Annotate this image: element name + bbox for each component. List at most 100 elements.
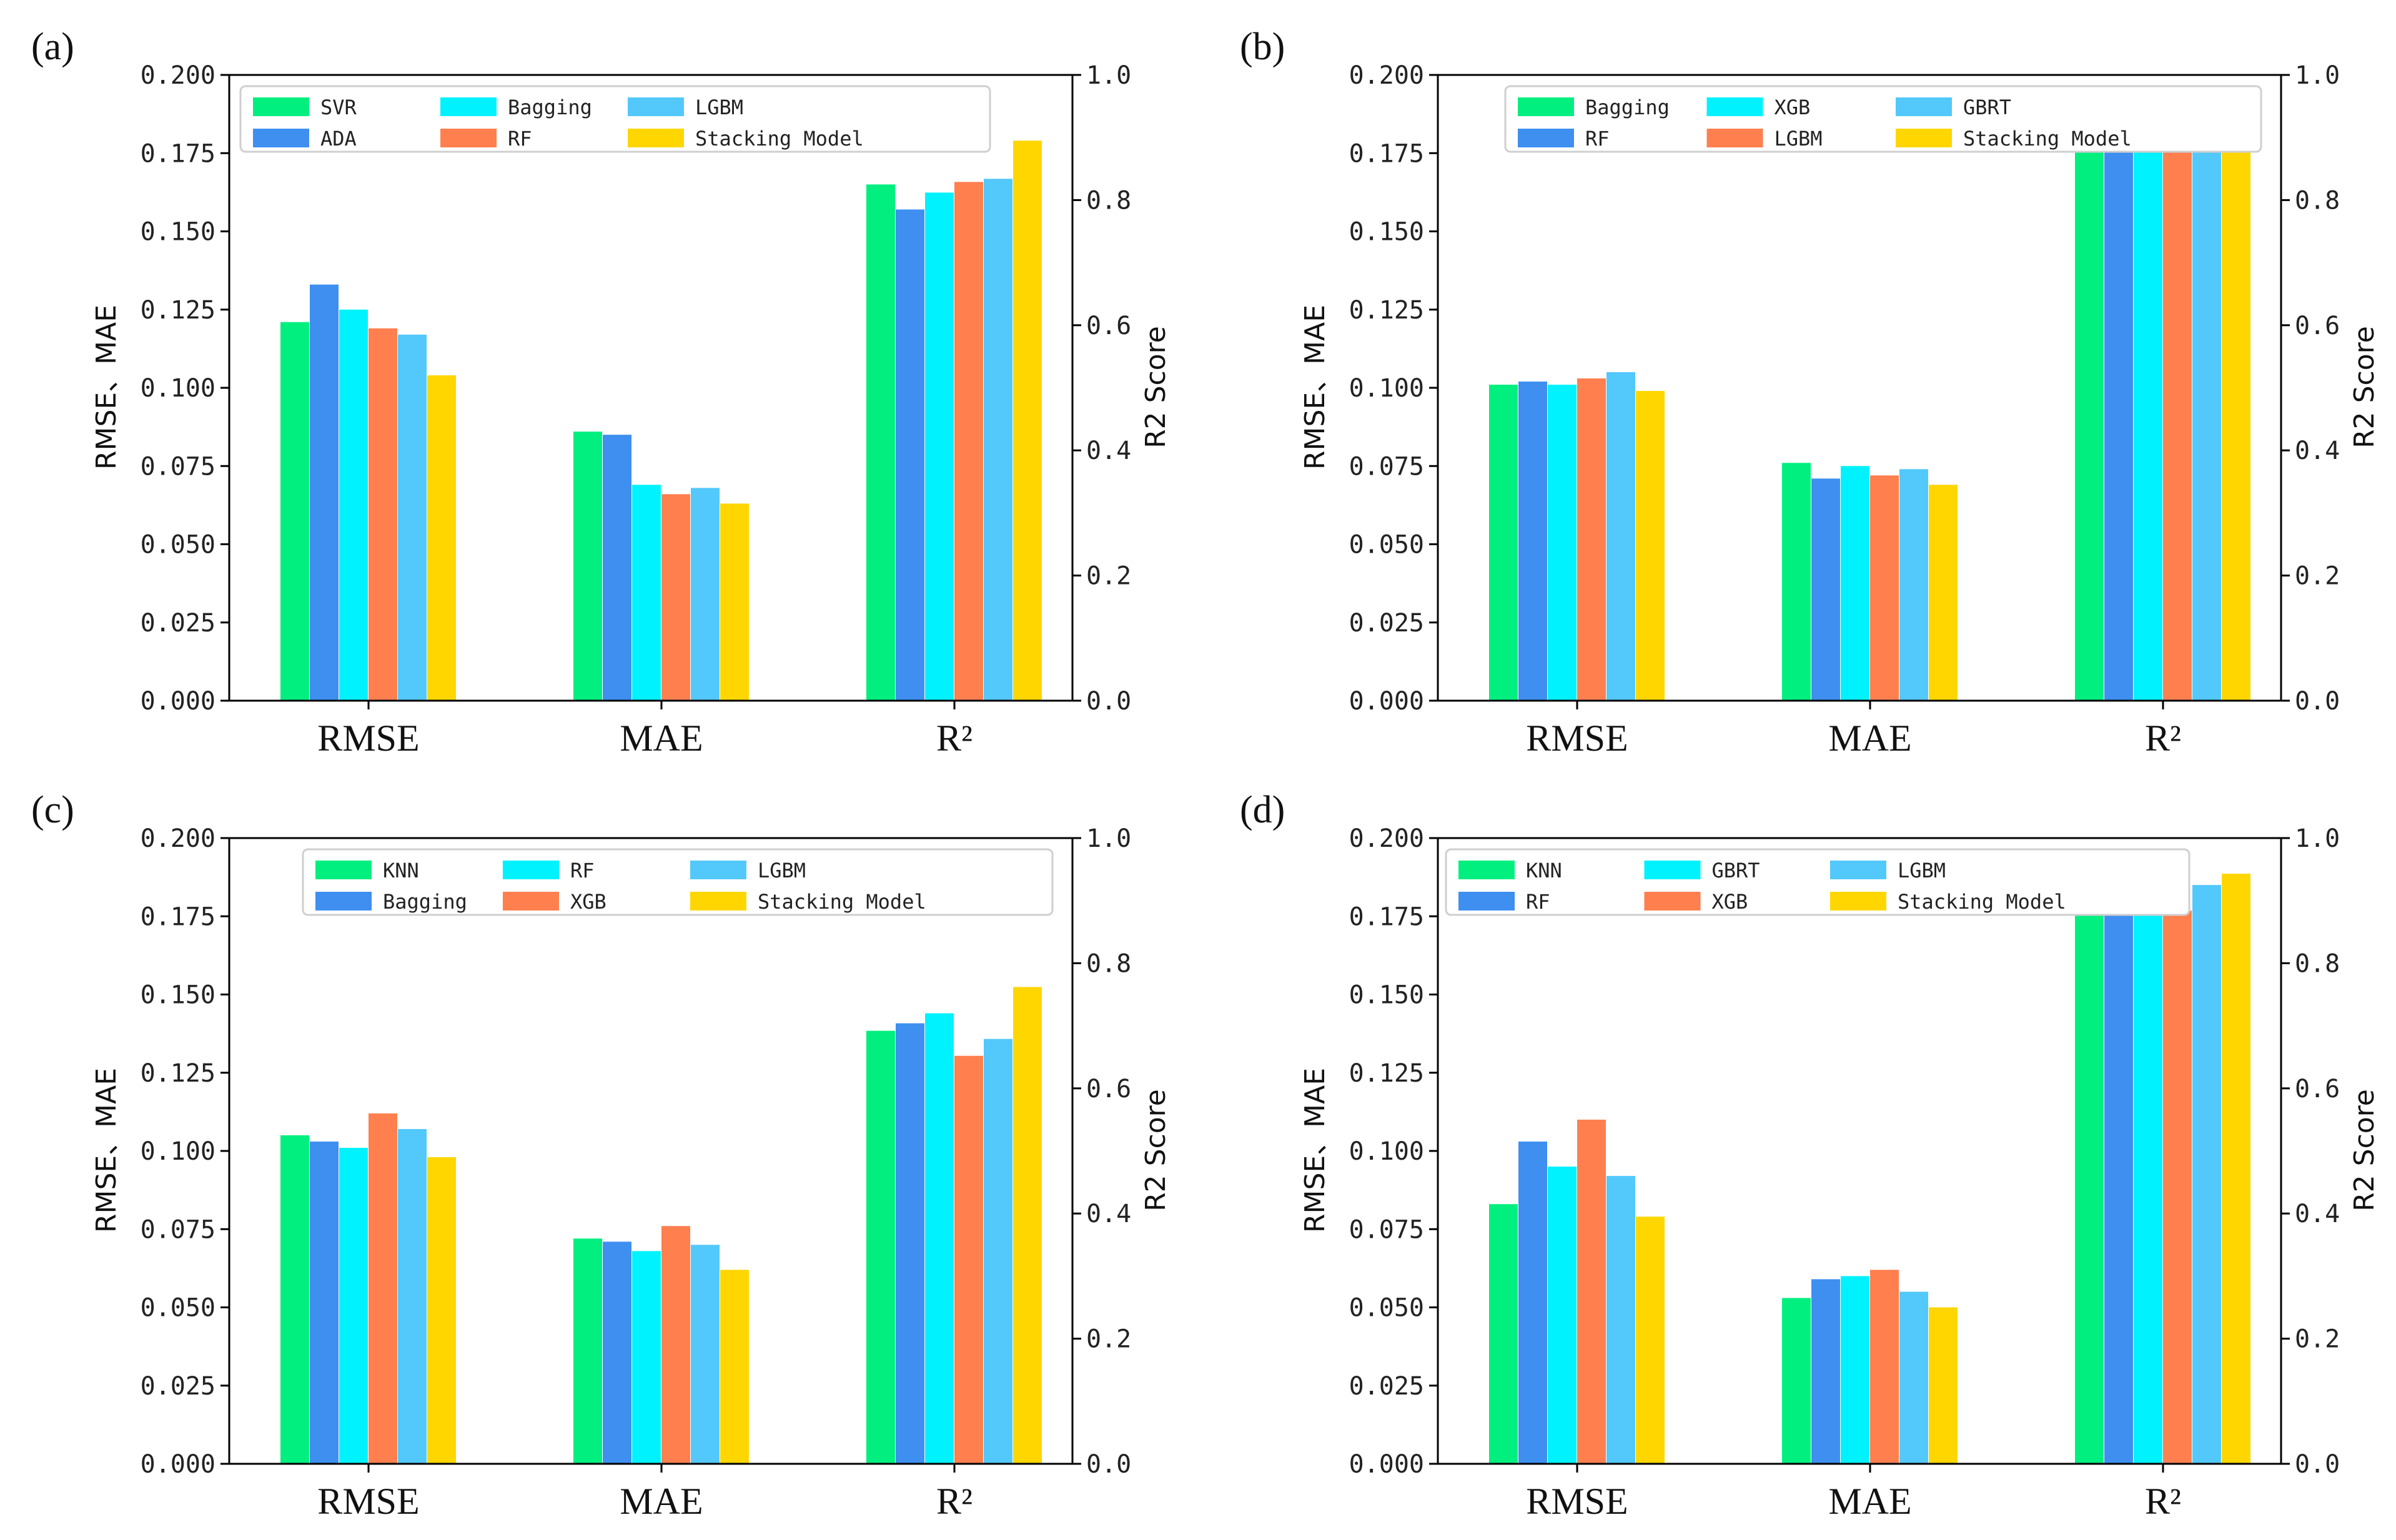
bar	[1811, 1279, 1840, 1464]
legend-swatch	[1896, 97, 1952, 116]
x-tick-label: MAE	[1828, 1481, 1911, 1522]
plot-frame	[228, 74, 1074, 702]
bar	[1782, 463, 1811, 701]
bar	[632, 1251, 661, 1464]
y2-tick-label: 0.4	[1086, 437, 1131, 465]
y-tick-label: 0.100	[141, 374, 215, 403]
chart-panel: (b) 0.000 0.025 0.050 0.075 0.100 0.125 0.150 0.…	[1240, 26, 2380, 759]
legend-label: GBRT	[1963, 96, 2011, 119]
panel-label: (b)	[1240, 26, 1285, 68]
bar	[2192, 885, 2221, 1464]
bar	[1548, 1167, 1577, 1464]
bar	[603, 435, 631, 701]
plot-frame	[1437, 837, 2282, 1465]
legend: KNN Bagging RF XGB LGBM Stacking Model	[302, 848, 1054, 916]
y2-tick-label: 0.8	[2295, 186, 2340, 215]
y-tick-label: 0.200	[1349, 824, 1424, 853]
bar	[1870, 1270, 1899, 1464]
chart-panel: (a) 0.000 0.025 0.050 0.075 0.100 0.125 0.150 0.…	[31, 26, 1172, 759]
y2-tick-label: 0.6	[1086, 1075, 1131, 1103]
y2-tick-label: 0.4	[2295, 437, 2340, 465]
y2-tick-label: 0.6	[1086, 312, 1131, 340]
legend-swatch	[1896, 129, 1952, 147]
legend-label: KNN	[1526, 859, 1562, 882]
legend-swatch	[253, 97, 309, 116]
x-tick-label: R²	[2145, 1481, 2181, 1522]
legend-frame	[1504, 85, 2262, 153]
y-tick-label: 0.200	[141, 61, 215, 90]
y-tick-label: 0.000	[141, 687, 215, 716]
bar	[925, 192, 954, 701]
legend-swatch	[690, 861, 746, 879]
x-tick-label: RMSE	[1526, 1481, 1628, 1522]
bar	[1577, 1119, 1606, 1464]
y-tick-label: 0.000	[141, 1450, 215, 1479]
y-axis-title: RMSE、MAE	[1299, 305, 1331, 470]
bar	[2075, 145, 2104, 701]
legend-label: LGBM	[1775, 127, 1823, 151]
legend-swatch	[690, 892, 746, 911]
y2-tick-label: 0.8	[1086, 186, 1131, 215]
bar	[954, 1055, 983, 1464]
y2-tick-label: 0.0	[1086, 1450, 1131, 1479]
x-tick-label: MAE	[620, 718, 703, 759]
legend-label: XGB	[1775, 96, 1811, 119]
x-tick-label: RMSE	[317, 718, 419, 759]
legend-label: Stacking Model	[758, 890, 926, 914]
bar	[1841, 1276, 1869, 1464]
y-tick-label: 0.175	[141, 139, 215, 168]
plot-frame	[228, 837, 1074, 1465]
bar	[1929, 485, 1958, 701]
chart-panel: (d) 0.000 0.025 0.050 0.075 0.100 0.125 0.150 0.…	[1240, 789, 2380, 1522]
y-tick-label: 0.200	[1349, 61, 1424, 90]
bar	[984, 179, 1012, 701]
panel-label: (d)	[1240, 789, 1285, 831]
bar	[1606, 372, 1635, 701]
legend: KNN RF GBRT XGB LGBM Stacking Model	[1445, 848, 2191, 916]
bar	[691, 1245, 720, 1464]
y-tick-label: 0.050	[141, 531, 215, 560]
bar	[2192, 146, 2221, 701]
y-tick-label: 0.050	[1349, 1294, 1424, 1323]
y-tick-label: 0.175	[1349, 139, 1424, 168]
bar	[2222, 139, 2250, 701]
bar	[925, 1013, 954, 1464]
bar	[398, 1128, 427, 1464]
y2-tick-label: 0.8	[2295, 949, 2340, 978]
bar	[1518, 381, 1547, 701]
legend-swatch	[1518, 129, 1574, 147]
bar	[573, 1238, 602, 1464]
legend-swatch	[503, 861, 559, 879]
legend-swatch	[1458, 861, 1515, 879]
legend-swatch	[1830, 892, 1886, 911]
legend-swatch	[1706, 97, 1763, 116]
legend-frame	[1445, 848, 2191, 916]
bar	[896, 209, 924, 701]
y-tick-label: 0.125	[1349, 296, 1424, 325]
bar	[1013, 987, 1042, 1464]
y2-axis-title: R2 Score	[2349, 1089, 2380, 1212]
bar	[984, 1039, 1012, 1464]
y2-axis-title: R2 Score	[2349, 326, 2380, 448]
y2-tick-label: 0.2	[1086, 562, 1131, 591]
y-tick-label: 0.075	[141, 1215, 215, 1244]
y-tick-label: 0.200	[141, 824, 215, 853]
bar	[720, 1270, 749, 1464]
y2-tick-label: 0.2	[1086, 1325, 1131, 1354]
x-tick-label: R²	[2145, 718, 2181, 759]
bar	[2163, 911, 2192, 1464]
x-tick-label: MAE	[1828, 718, 1911, 759]
bar	[2104, 901, 2133, 1464]
y-tick-label: 0.150	[1349, 981, 1424, 1010]
y-tick-label: 0.100	[1349, 374, 1424, 403]
plot-frame	[1437, 74, 2282, 702]
bar	[1548, 384, 1577, 701]
bar	[1489, 1204, 1518, 1464]
bar	[1518, 1141, 1547, 1464]
bar	[310, 284, 339, 701]
legend-swatch	[440, 97, 497, 116]
bar	[339, 309, 368, 701]
y2-tick-label: 0.8	[1086, 949, 1131, 978]
legend-swatch	[315, 861, 372, 879]
legend-label: RF	[508, 127, 532, 151]
